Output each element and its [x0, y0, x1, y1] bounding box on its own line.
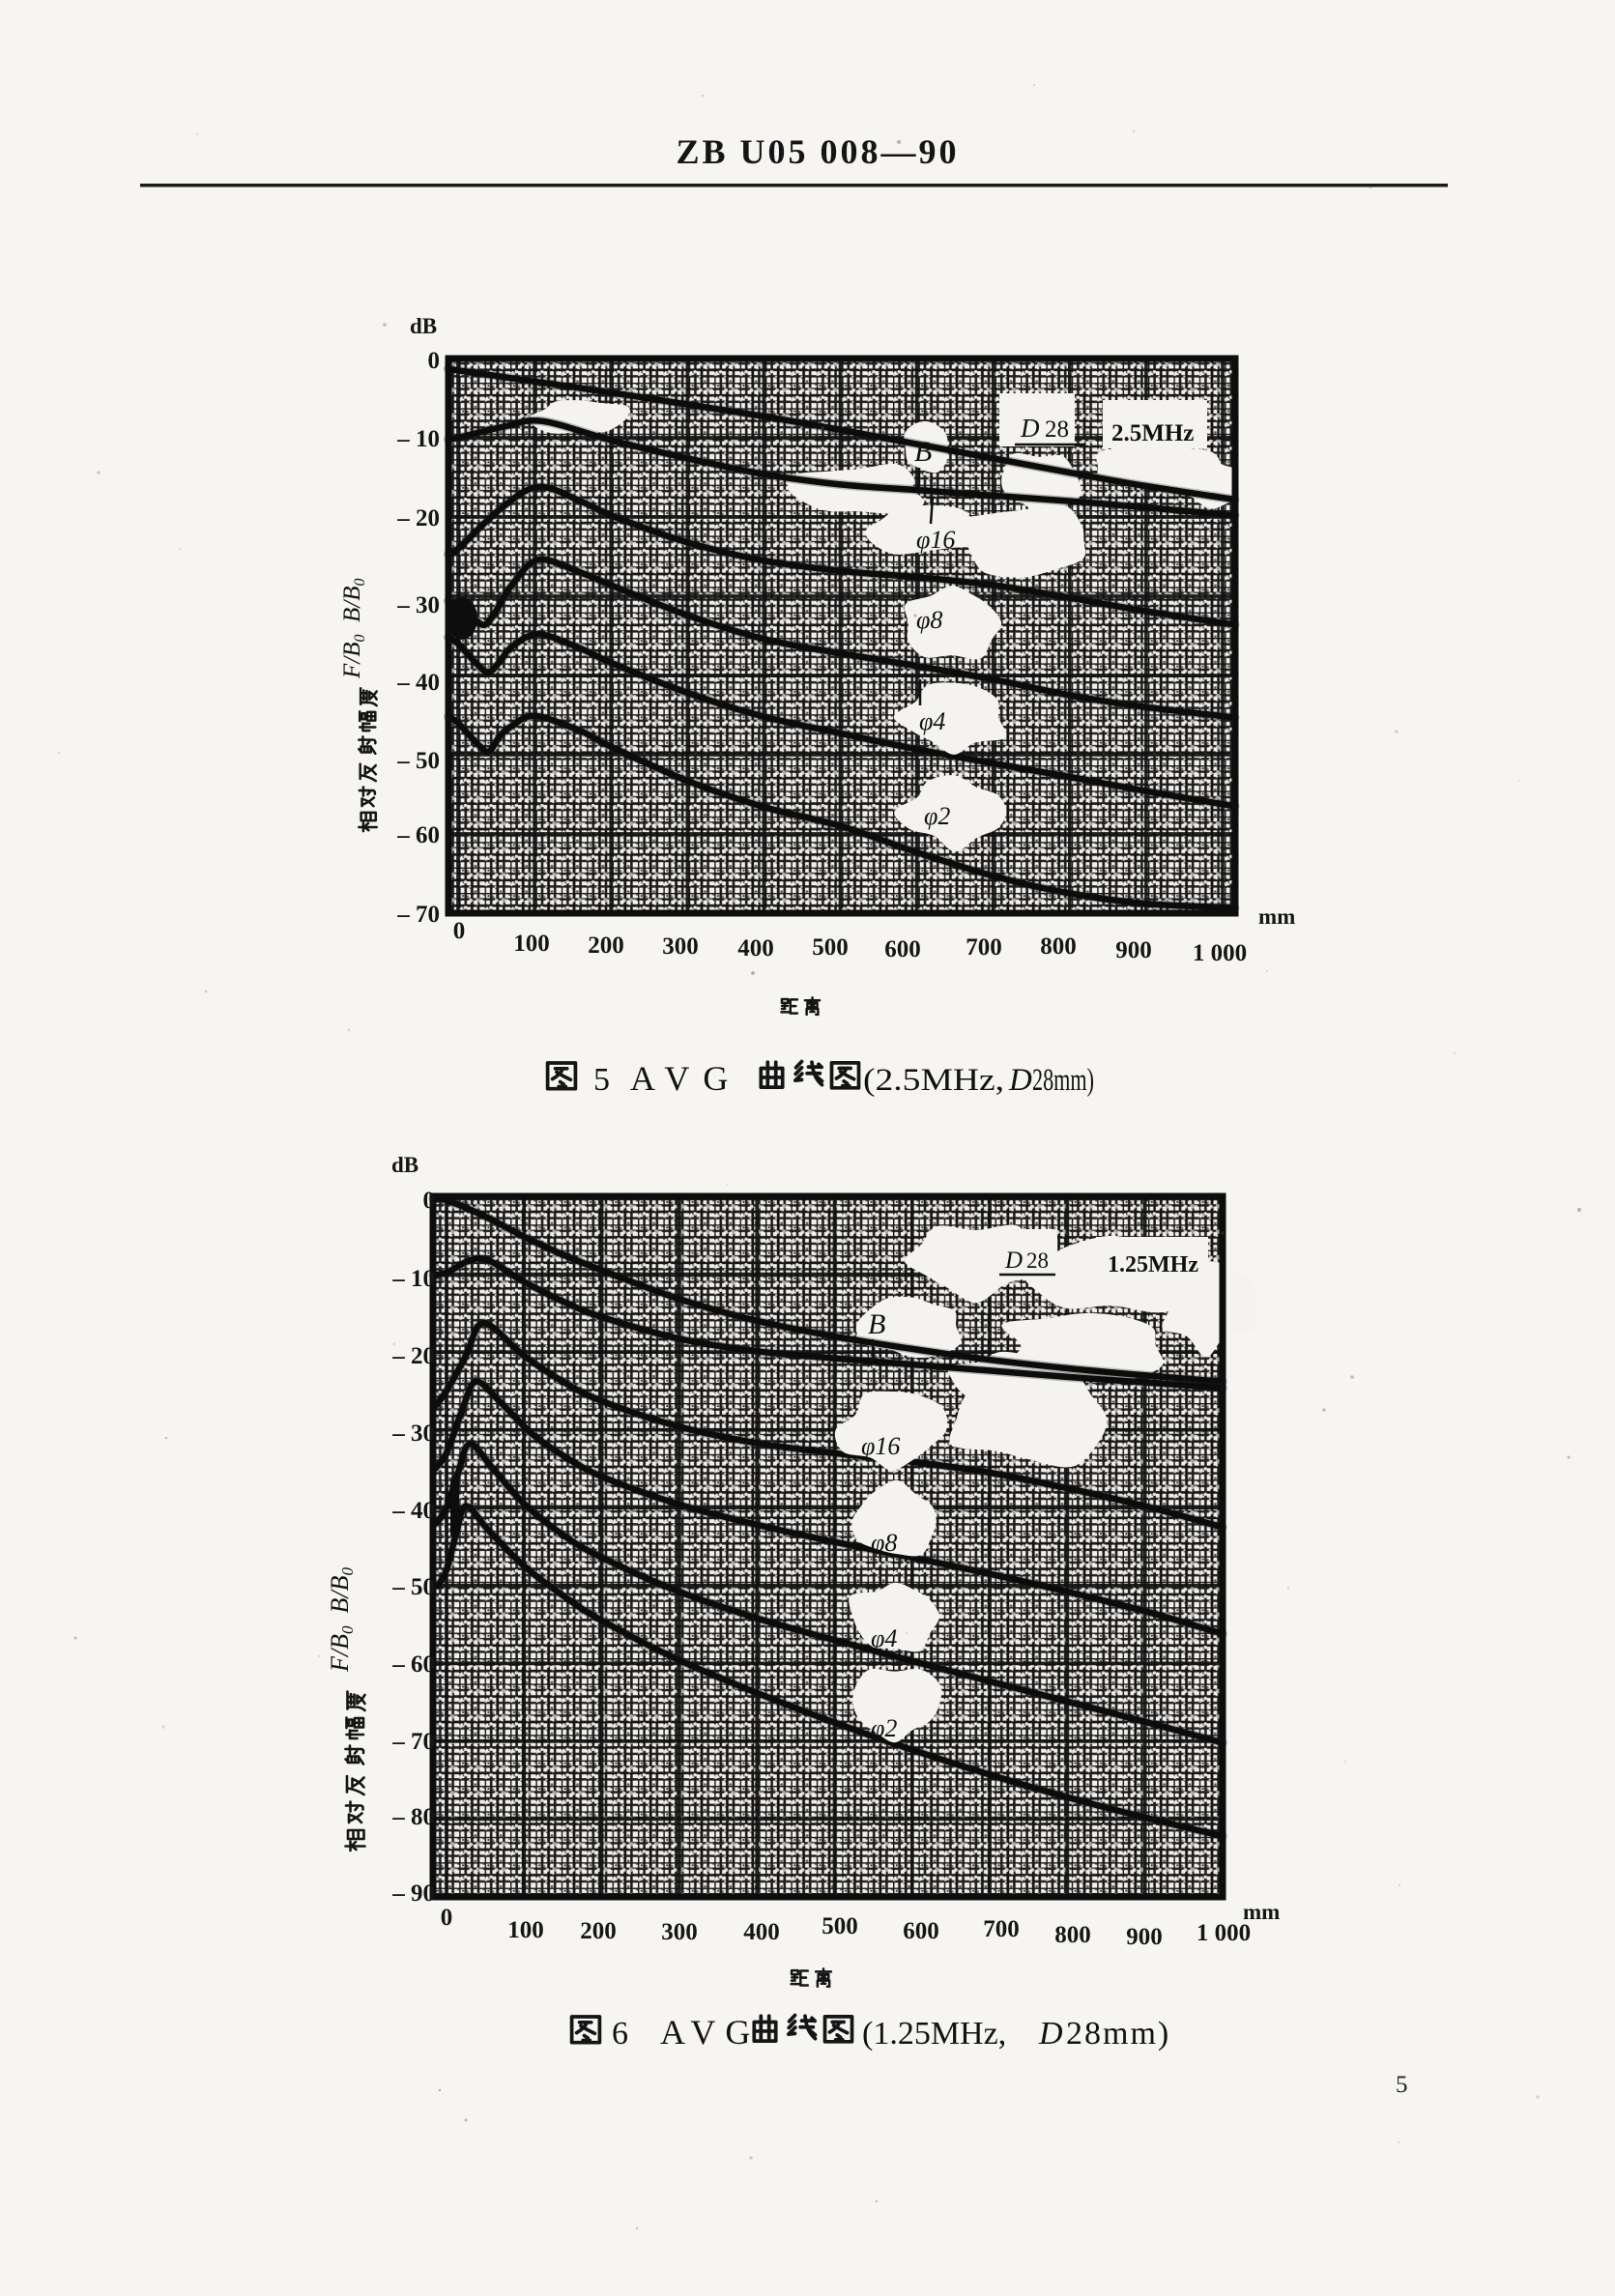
svg-text:φ8: φ8 [916, 606, 942, 634]
svg-text:100: 100 [507, 1917, 544, 1943]
svg-text:– 70: – 70 [396, 902, 440, 928]
svg-text:800: 800 [1054, 1922, 1091, 1948]
svg-text:0: 0 [428, 348, 441, 374]
svg-text:600: 600 [884, 936, 921, 962]
svg-text:– 40: – 40 [391, 1498, 435, 1524]
svg-text:6: 6 [612, 2016, 628, 2052]
svg-text:φ2: φ2 [924, 802, 950, 830]
svg-text:– 80: – 80 [391, 1804, 435, 1830]
svg-text:– 70: – 70 [391, 1729, 435, 1755]
svg-text:200: 200 [588, 933, 624, 959]
svg-text:– 10: – 10 [396, 426, 440, 452]
svg-text:800: 800 [1040, 933, 1077, 960]
svg-text:700: 700 [966, 934, 1002, 961]
svg-text:– 30: – 30 [396, 592, 440, 618]
svg-text:500: 500 [822, 1913, 858, 1939]
svg-text:φ2: φ2 [871, 1714, 897, 1742]
svg-text:2.5MHz: 2.5MHz [1111, 420, 1194, 446]
svg-text:900: 900 [1115, 937, 1152, 963]
svg-text:0: 0 [441, 1905, 453, 1931]
svg-text:1 000: 1 000 [1193, 940, 1247, 966]
svg-text:– 20: – 20 [391, 1343, 435, 1369]
svg-text:F/B0 B/B0: F/B0 B/B0 [326, 1567, 357, 1674]
svg-text:5: 5 [593, 1062, 610, 1098]
svg-text:φ8: φ8 [871, 1529, 897, 1557]
svg-text:φ4: φ4 [919, 707, 945, 735]
svg-text:500: 500 [812, 934, 849, 961]
svg-text:1.25MHz: 1.25MHz [1108, 1252, 1198, 1277]
svg-text:AVG: AVG [660, 2013, 760, 2052]
svg-text:φ16: φ16 [861, 1432, 900, 1460]
svg-text:mm: mm [1243, 1900, 1280, 1924]
svg-text:300: 300 [661, 1919, 698, 1945]
svg-text:B: B [914, 436, 932, 468]
svg-text:– 40: – 40 [396, 670, 440, 696]
svg-text:100: 100 [513, 931, 550, 957]
svg-text:ZB U05 008—90: ZB U05 008—90 [676, 132, 959, 171]
svg-text:D: D [1038, 2016, 1063, 2052]
svg-text:0: 0 [423, 1188, 436, 1214]
svg-text:300: 300 [662, 933, 699, 960]
svg-text:– 30: – 30 [391, 1421, 435, 1447]
svg-text:– 50: – 50 [391, 1574, 435, 1600]
svg-text:dB: dB [391, 1153, 418, 1177]
svg-text:– 50: – 50 [396, 748, 440, 774]
svg-text:600: 600 [903, 1918, 939, 1944]
svg-text:– 20: – 20 [396, 505, 440, 531]
svg-text:1 000: 1 000 [1197, 1920, 1251, 1946]
svg-text:– 90: – 90 [391, 1880, 435, 1907]
svg-text:28mm): 28mm) [1066, 2016, 1170, 2052]
svg-text:F/B0 B/B0: F/B0 B/B0 [339, 579, 368, 680]
svg-text:5: 5 [1396, 2072, 1408, 2098]
svg-text:φ16: φ16 [916, 526, 955, 554]
svg-text:AVG: AVG [630, 1059, 741, 1098]
svg-text:dB: dB [410, 314, 437, 338]
svg-text:D: D [1020, 414, 1040, 443]
svg-text:400: 400 [737, 935, 774, 961]
svg-text:900: 900 [1126, 1924, 1163, 1950]
svg-text:φ4: φ4 [871, 1624, 897, 1652]
svg-text:mm: mm [1258, 904, 1295, 929]
svg-text:200: 200 [580, 1918, 617, 1944]
svg-text:– 60: – 60 [396, 822, 440, 848]
svg-text:700: 700 [983, 1916, 1020, 1942]
svg-text:(2.5MHz,: (2.5MHz, [863, 1063, 1004, 1098]
svg-text:0: 0 [453, 918, 466, 944]
svg-text:– 60: – 60 [391, 1651, 435, 1678]
svg-text:B: B [868, 1308, 885, 1340]
svg-text:28: 28 [1026, 1248, 1049, 1273]
svg-text:D: D [1008, 1063, 1032, 1098]
svg-text:400: 400 [743, 1919, 780, 1945]
svg-text:D: D [1004, 1248, 1023, 1274]
svg-text:– 10: – 10 [391, 1266, 435, 1292]
svg-text:(1.25MHz,: (1.25MHz, [862, 2016, 1006, 2052]
svg-text:28: 28 [1045, 416, 1069, 443]
svg-text:28mm): 28mm) [1032, 1063, 1094, 1098]
